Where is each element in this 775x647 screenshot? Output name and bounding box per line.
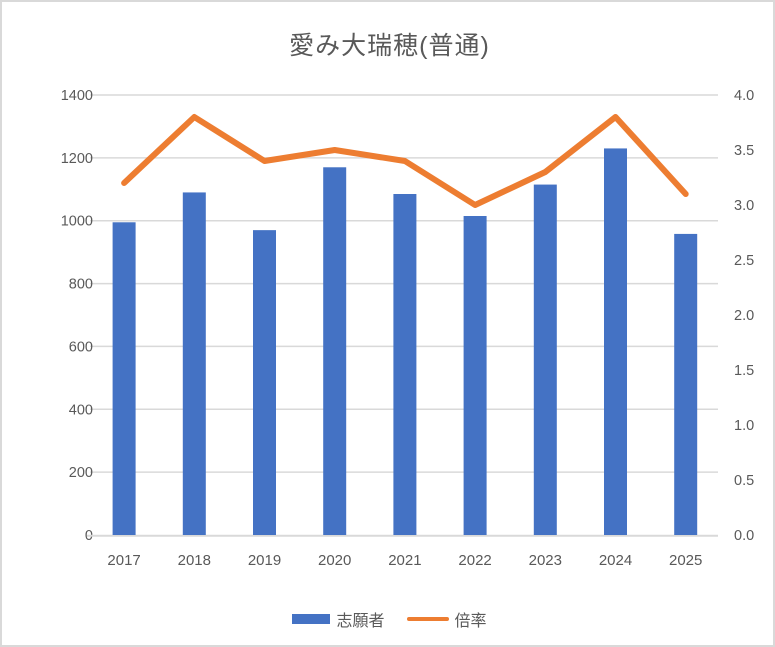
right-axis-tick-2.5: 2.5: [734, 253, 754, 269]
ratio-line: [121, 114, 689, 208]
left-axis-tick-200: 200: [69, 465, 93, 481]
bar-2023: [533, 184, 557, 536]
x-axis-label-2018: 2018: [178, 552, 211, 569]
x-axis-label-2022: 2022: [458, 552, 491, 569]
left-axis-tick-1000: 1000: [61, 214, 93, 230]
right-axis-tick-4.0: 4.0: [734, 88, 754, 104]
x-axis-label-2024: 2024: [599, 552, 632, 569]
bar-2021: [393, 194, 417, 535]
right-axis-tick-3.0: 3.0: [734, 198, 754, 214]
legend-label-applicants: 志願者: [336, 613, 385, 630]
bar-series-swatch-icon: [292, 614, 331, 624]
line-series-swatch-icon: [406, 617, 449, 621]
x-axis-label-2020: 2020: [318, 552, 351, 569]
left-axis-tick-1200: 1200: [61, 151, 93, 167]
legend: 志願者 倍率: [2, 607, 773, 631]
right-axis-tick-1.5: 1.5: [734, 363, 754, 379]
x-axis-label-2021: 2021: [388, 552, 421, 569]
right-axis-tick-2.0: 2.0: [734, 308, 754, 324]
chart-title: 愛み大瑞穂(普通): [289, 32, 490, 60]
bar-2022: [463, 216, 487, 535]
bar-2017: [112, 222, 136, 536]
bar-2019: [253, 230, 276, 535]
bar-2020: [323, 167, 347, 536]
right-axis-tick-1.0: 1.0: [734, 418, 754, 434]
bar-2025: [674, 233, 698, 535]
legend-label-ratio: 倍率: [454, 613, 487, 630]
x-axis-label-2025: 2025: [669, 552, 702, 569]
bar-2024: [604, 148, 627, 535]
right-axis-tick-0.5: 0.5: [734, 473, 754, 489]
right-axis-tick-0.0: 0.0: [734, 528, 754, 544]
left-axis-tick-400: 400: [69, 402, 93, 418]
legend-item-applicants: 志願者: [292, 607, 385, 631]
x-axis-label-2023: 2023: [529, 552, 562, 569]
x-axis-label-2017: 2017: [107, 552, 140, 569]
left-axis-tick-1400: 1400: [61, 88, 93, 104]
left-axis-tick-600: 600: [69, 339, 93, 355]
x-axis-label-2019: 2019: [248, 552, 281, 569]
bar-2018: [182, 192, 206, 535]
legend-item-ratio: 倍率: [406, 607, 487, 631]
right-axis-tick-3.5: 3.5: [734, 143, 754, 159]
left-axis-tick-800: 800: [69, 277, 93, 293]
